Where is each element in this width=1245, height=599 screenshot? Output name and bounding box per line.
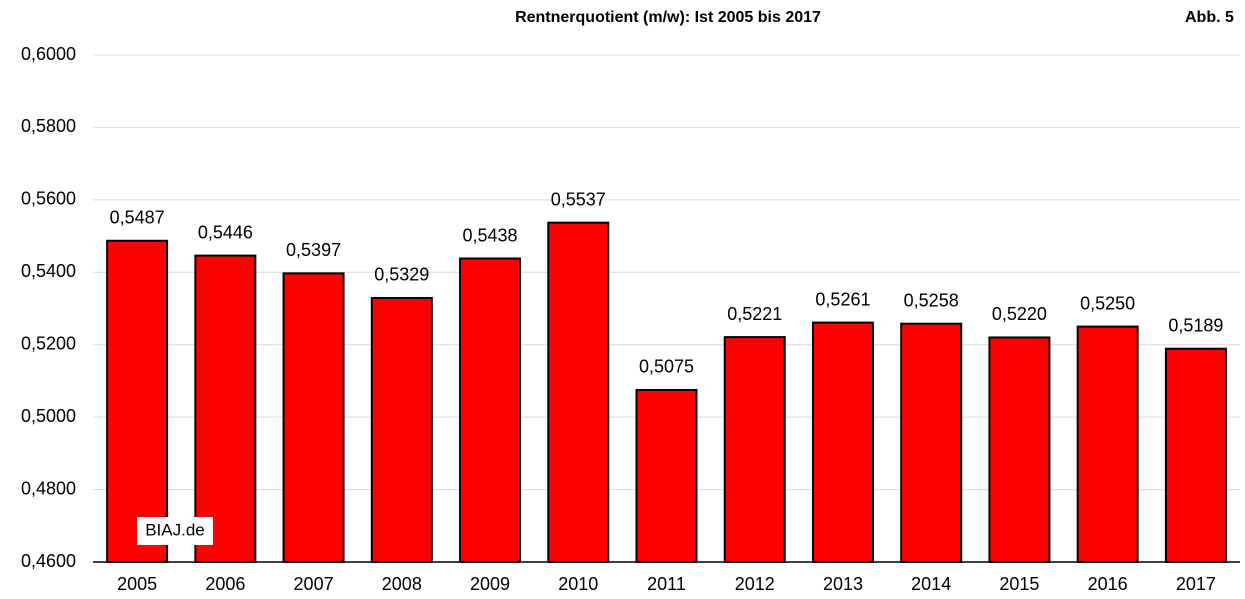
x-tick-label: 2006 <box>205 574 245 594</box>
data-label: 0,5487 <box>110 208 165 228</box>
x-tick-label: 2013 <box>823 574 863 594</box>
data-label: 0,5250 <box>1080 293 1135 313</box>
y-tick-label: 0,5000 <box>21 406 76 426</box>
x-tick-label: 2017 <box>1176 574 1216 594</box>
bar <box>723 336 786 563</box>
figure-number: Abb. 5 <box>1185 9 1234 26</box>
data-label: 0,5397 <box>286 240 341 260</box>
x-tick-label: 2012 <box>735 574 775 594</box>
x-tick-label: 2008 <box>382 574 422 594</box>
data-label: 0,5075 <box>639 357 694 377</box>
data-label: 0,5438 <box>463 225 518 245</box>
bar <box>106 239 169 563</box>
watermark-box <box>137 517 213 545</box>
bar <box>988 336 1051 563</box>
bar <box>194 254 257 563</box>
data-label: 0,5446 <box>198 222 253 242</box>
data-label: 0,5261 <box>815 289 870 309</box>
x-tick-label: 2009 <box>470 574 510 594</box>
x-tick-label: 2015 <box>999 574 1039 594</box>
chart-title: Rentnerquotient (m/w): Ist 2005 bis 2017 <box>515 9 821 26</box>
x-tick-label: 2010 <box>558 574 598 594</box>
data-label: 0,5537 <box>551 189 606 209</box>
y-tick-label: 0,5400 <box>21 261 76 281</box>
data-label: 0,5189 <box>1168 315 1223 335</box>
bar <box>1164 347 1227 563</box>
bar <box>1076 325 1139 563</box>
data-label: 0,5220 <box>992 304 1047 324</box>
x-tick-label: 2011 <box>647 574 686 594</box>
bar <box>370 296 433 563</box>
watermark: BIAJ.de <box>145 520 205 539</box>
bar <box>811 321 874 563</box>
x-tick-label: 2007 <box>294 574 334 594</box>
data-label: 0,5258 <box>904 290 959 310</box>
bar <box>635 388 698 563</box>
bar <box>282 272 345 563</box>
bar <box>547 221 610 563</box>
bar <box>459 257 522 563</box>
x-tick-label: 2016 <box>1088 574 1128 594</box>
y-tick-label: 0,5800 <box>21 116 76 136</box>
data-label: 0,5329 <box>374 265 429 285</box>
y-tick-label: 0,5200 <box>21 333 76 353</box>
bar <box>900 322 963 563</box>
data-label: 0,5221 <box>727 304 782 324</box>
y-tick-label: 0,4800 <box>21 478 76 498</box>
x-tick-label: 2005 <box>117 574 157 594</box>
y-tick-label: 0,5600 <box>21 189 76 209</box>
y-tick-label: 0,4600 <box>21 551 76 571</box>
y-tick-label: 0,6000 <box>21 44 76 64</box>
x-tick-label: 2014 <box>911 574 951 594</box>
